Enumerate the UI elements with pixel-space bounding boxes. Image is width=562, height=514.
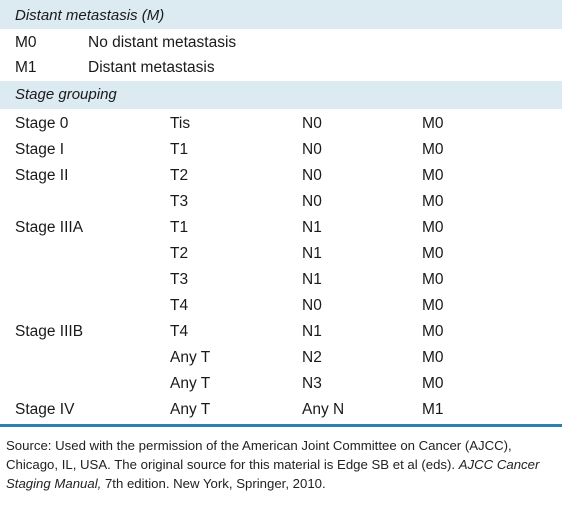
n-category: N0 — [302, 115, 322, 132]
t-category: T1 — [170, 141, 189, 158]
m-code: M1 — [15, 59, 37, 76]
n-category: N0 — [302, 167, 322, 184]
stage-row: Stage I T1 N0 M0 — [0, 137, 562, 163]
n-category: N0 — [302, 141, 322, 158]
stage-row: Any T N2 M0 — [0, 345, 562, 371]
m-category: M0 — [422, 167, 444, 184]
m-description: No distant metastasis — [88, 34, 237, 51]
distant-metastasis-header: Distant metastasis (M) — [0, 0, 562, 29]
m-category: M0 — [422, 219, 444, 236]
stage-row: Stage IIIA T1 N1 M0 — [0, 215, 562, 241]
stage-grouping-body: Stage 0 Tis N0 M0 Stage I T1 N0 M0 Stage II T2 N0 M… — [0, 109, 562, 423]
m-category: M0 — [422, 375, 444, 392]
m-row: M0 No distant metastasis — [0, 30, 562, 55]
stage-row: Stage IIIB T4 N1 M0 — [0, 319, 562, 345]
m-category: M1 — [422, 401, 444, 418]
stage-row: T3 N1 M0 — [0, 267, 562, 293]
m-category: M0 — [422, 349, 444, 366]
source-prefix: Source: Used with the permission of the … — [6, 438, 512, 472]
n-category: N0 — [302, 297, 322, 314]
n-category: Any N — [302, 401, 345, 418]
m-category: M0 — [422, 141, 444, 158]
t-category: T2 — [170, 245, 189, 262]
n-category: N1 — [302, 219, 322, 236]
n-category: N0 — [302, 193, 322, 210]
t-category: T4 — [170, 297, 189, 314]
stage-row: T4 N0 M0 — [0, 293, 562, 319]
stage-row: T2 N1 M0 — [0, 241, 562, 267]
m-description: Distant metastasis — [88, 59, 215, 76]
t-category: Any T — [170, 349, 211, 366]
n-category: N3 — [302, 375, 322, 392]
n-category: N1 — [302, 271, 322, 288]
t-category: Any T — [170, 401, 211, 418]
stage-label: Stage II — [15, 167, 69, 184]
t-category: T2 — [170, 167, 189, 184]
t-category: T1 — [170, 219, 189, 236]
stage-label: Stage 0 — [15, 115, 69, 132]
stage-label: Stage IIIB — [15, 323, 84, 340]
m-row: M1 Distant metastasis — [0, 55, 562, 80]
m-code: M0 — [15, 34, 37, 51]
stage-row: Stage II T2 N0 M0 — [0, 163, 562, 189]
t-category: Any T — [170, 375, 211, 392]
source-title: AJCC Cancer Staging Manual, — [6, 457, 540, 491]
n-category: N1 — [302, 245, 322, 262]
m-category: M0 — [422, 271, 444, 288]
m-category: M0 — [422, 297, 444, 314]
stage-row: Stage IV Any T Any N M1 — [0, 397, 562, 423]
staging-table: Distant metastasis (M) M0 No distant met… — [0, 0, 562, 493]
m-category: M0 — [422, 323, 444, 340]
stage-row: Stage 0 Tis N0 M0 — [0, 111, 562, 137]
t-category: T3 — [170, 193, 189, 210]
stage-label: Stage IIIA — [15, 219, 84, 236]
t-category: T3 — [170, 271, 189, 288]
n-category: N1 — [302, 323, 322, 340]
source-suffix: 7th edition. New York, Springer, 2010. — [101, 476, 326, 491]
stage-grouping-header: Stage grouping — [0, 81, 562, 109]
m-category: M0 — [422, 245, 444, 262]
m-category: M0 — [422, 115, 444, 132]
n-category: N2 — [302, 349, 322, 366]
m-category: M0 — [422, 193, 444, 210]
stage-label: Stage I — [15, 141, 65, 158]
stage-label: Stage IV — [15, 401, 75, 418]
stage-row: Any T N3 M0 — [0, 371, 562, 397]
t-category: T4 — [170, 323, 189, 340]
t-category: Tis — [170, 115, 191, 132]
table-bottom-rule — [0, 424, 562, 427]
stage-row: T3 N0 M0 — [0, 189, 562, 215]
source-note: Source: Used with the permission of the … — [0, 427, 562, 493]
